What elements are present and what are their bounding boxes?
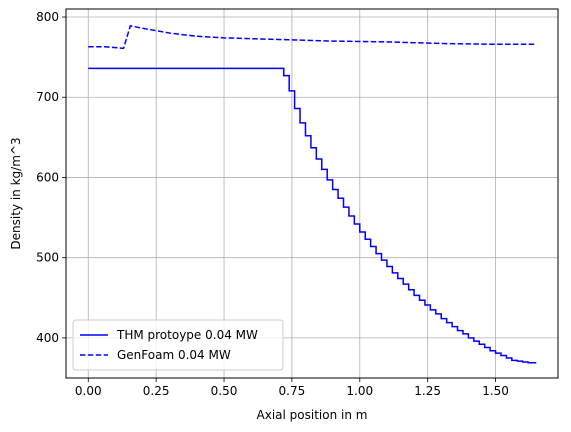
x-tick-label: 1.50 [482,384,509,398]
x-tick-label: 0.00 [75,384,102,398]
legend-box [72,319,284,371]
y-tick-label: 600 [36,170,59,184]
y-tick-label: 500 [36,251,59,265]
grid-lines [66,9,558,378]
legend-label-genfoam: GenFoam 0.04 MW [117,348,231,362]
legend-label-thm-prototype: THM protoype 0.04 MW [116,328,258,342]
axis-ticks: 0.00 0.25 0.50 0.75 1.00 1.25 1.50 400 500 600 700… [36,10,509,398]
legend: THM protoype 0.04 MW GenFoam 0.04 MW [72,319,284,371]
x-tick-label: 0.25 [143,384,170,398]
x-axis-label: Axial position in m [257,408,368,422]
x-tick-label: 0.50 [211,384,238,398]
y-axis-label: Density in kg/m^3 [9,137,23,249]
x-tick-label: 1.25 [414,384,441,398]
plot-area-frame [65,8,559,379]
series-line-thm-prototype [88,67,537,364]
y-tick-label: 800 [36,10,59,24]
y-tick-label: 400 [36,331,59,345]
x-tick-label: 1.00 [346,384,373,398]
series-lines [88,24,537,364]
y-tick-label: 700 [36,90,59,104]
series-line-genfoam [88,24,537,50]
x-tick-label: 0.75 [279,384,306,398]
